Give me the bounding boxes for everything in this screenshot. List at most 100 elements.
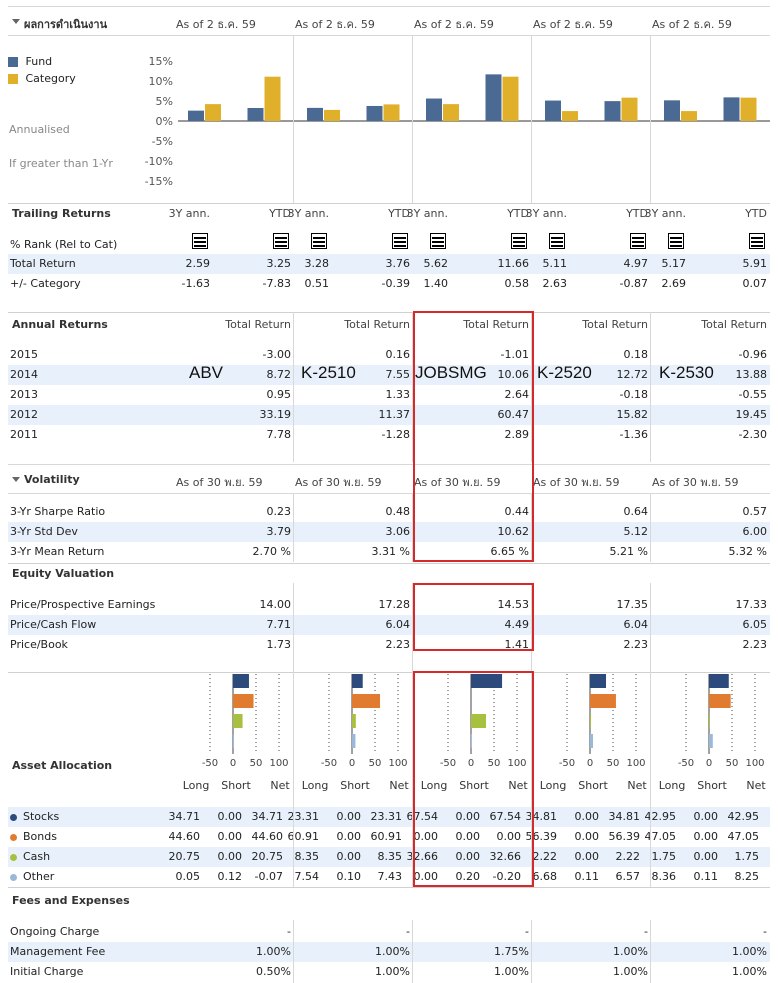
bar-fund[interactable] bbox=[307, 107, 323, 121]
equity-row: Price/Prospective Earnings 14.00 17.28 14.5… bbox=[8, 595, 770, 615]
alloc-col-label: Long bbox=[540, 779, 567, 792]
row-label: Total Return bbox=[10, 257, 76, 270]
alloc-col-label: Net bbox=[389, 779, 409, 792]
value-cell: 60.47 bbox=[497, 408, 530, 421]
value-cell: 60.91 bbox=[287, 830, 320, 843]
rank-row: % Rank (Rel to Cat) bbox=[8, 233, 770, 255]
value-cell: 10.06 bbox=[497, 368, 530, 381]
allocation-bar-other[interactable] bbox=[352, 734, 356, 748]
allocation-bar-cash[interactable] bbox=[352, 714, 356, 728]
value-cell: 0.00 bbox=[693, 810, 719, 823]
legend-label: Category bbox=[25, 72, 76, 85]
alloc-col-label: Long bbox=[421, 779, 448, 792]
year-label: 2012 bbox=[10, 408, 38, 421]
period-header: 3Y ann. bbox=[525, 207, 567, 220]
bar-category[interactable] bbox=[740, 97, 757, 121]
bar-fund[interactable] bbox=[545, 100, 561, 121]
bar-category[interactable] bbox=[383, 104, 400, 121]
value-cell: 0.58 bbox=[504, 277, 530, 290]
bar-category[interactable] bbox=[681, 111, 697, 121]
column-divider bbox=[650, 494, 651, 562]
allocation-row: Stocks 34.71 0.00 34.71 23.31 0.00 23.31 67.54 0… bbox=[8, 807, 770, 827]
bar-fund[interactable] bbox=[188, 110, 204, 121]
collapse-triangle-icon[interactable] bbox=[12, 477, 20, 482]
total-return-header: Total Return bbox=[463, 318, 529, 331]
performance-header[interactable]: ผลการดำเนินงาน As of 2 ธ.ค. 59 As of 2 ธ… bbox=[8, 6, 770, 36]
value-cell: 8.25 bbox=[734, 870, 760, 883]
column-divider bbox=[531, 494, 532, 562]
bar-category[interactable] bbox=[502, 76, 519, 121]
value-cell: - bbox=[287, 925, 291, 938]
bar-category[interactable] bbox=[562, 111, 578, 121]
bar-category[interactable] bbox=[443, 104, 459, 121]
allocation-bar-cash[interactable] bbox=[471, 714, 487, 728]
allocation-bar-stocks[interactable] bbox=[352, 674, 363, 688]
performance-bar-chart: 15% 10% 5% 0% -5% -10% -15% bbox=[145, 55, 770, 188]
allocation-bar-bonds[interactable] bbox=[709, 694, 731, 708]
value-cell: 44.60 bbox=[251, 830, 284, 843]
axis-tick-label: 0 bbox=[230, 758, 236, 769]
allocation-bar-bonds[interactable] bbox=[590, 694, 616, 708]
axis-tick-label: -50 bbox=[559, 758, 575, 769]
column-divider bbox=[293, 920, 294, 983]
fund-name-label: ABV bbox=[189, 363, 224, 382]
value-cell: -1.01 bbox=[500, 348, 529, 361]
value-cell: 5.17 bbox=[661, 257, 687, 270]
period-header: YTD bbox=[388, 207, 410, 220]
year-label: 2014 bbox=[10, 368, 38, 381]
rank-quartile-icon bbox=[630, 233, 646, 249]
allocation-bar-other[interactable] bbox=[590, 734, 594, 748]
column-divider bbox=[412, 920, 413, 983]
value-cell: 2.23 bbox=[385, 638, 411, 651]
allocation-bar-stocks[interactable] bbox=[471, 674, 503, 688]
bar-category[interactable] bbox=[264, 76, 281, 121]
value-cell: 1.75% bbox=[494, 945, 529, 958]
collapse-triangle-icon[interactable] bbox=[12, 19, 20, 24]
fund-name-label: K-2510 bbox=[301, 363, 356, 382]
row-label: 3-Yr Mean Return bbox=[10, 545, 105, 558]
value-cell: 2.69 bbox=[661, 277, 687, 290]
value-cell: 32.66 bbox=[489, 850, 522, 863]
as-of-date: As of 30 พ.ย. 59 bbox=[414, 476, 501, 489]
period-header: YTD bbox=[626, 207, 648, 220]
bar-category[interactable] bbox=[205, 104, 221, 121]
highlight-box bbox=[413, 311, 534, 562]
bar-fund[interactable] bbox=[426, 98, 442, 121]
bar-fund[interactable] bbox=[604, 101, 621, 121]
allocation-bar-cash[interactable] bbox=[709, 714, 710, 728]
value-cell: - bbox=[525, 925, 529, 938]
volatility-header[interactable]: Volatility As of 30 พ.ย. 59 As of 30 พ.ย… bbox=[8, 464, 770, 494]
value-cell: 2.63 bbox=[542, 277, 568, 290]
bar-fund[interactable] bbox=[664, 100, 680, 121]
allocation-bar-bonds[interactable] bbox=[233, 694, 254, 708]
value-cell: 8.35 bbox=[377, 850, 403, 863]
bar-fund[interactable] bbox=[247, 108, 264, 121]
allocation-bar-other[interactable] bbox=[470, 734, 472, 748]
value-cell: 0.00 bbox=[217, 810, 243, 823]
bar-category[interactable] bbox=[324, 109, 340, 121]
allocation-color-dot-icon bbox=[10, 873, 17, 881]
value-cell: 47.05 bbox=[727, 830, 760, 843]
bar-fund[interactable] bbox=[366, 105, 383, 121]
allocation-bar-bonds[interactable] bbox=[352, 694, 381, 708]
value-cell: 5.91 bbox=[742, 257, 768, 270]
allocation-bar-stocks[interactable] bbox=[233, 674, 249, 688]
axis-tick-label: 100 bbox=[388, 758, 407, 769]
bar-category[interactable] bbox=[621, 97, 638, 121]
allocation-bar-other[interactable] bbox=[709, 734, 713, 748]
allocation-bar-cash[interactable] bbox=[233, 714, 243, 728]
allocation-bar-cash[interactable] bbox=[590, 714, 592, 728]
bar-fund[interactable] bbox=[723, 97, 740, 121]
value-cell: 0.00 bbox=[574, 850, 600, 863]
row-label: 3-Yr Sharpe Ratio bbox=[10, 505, 106, 518]
bar-fund[interactable] bbox=[485, 74, 502, 121]
allocation-bar-stocks[interactable] bbox=[709, 674, 729, 688]
value-cell: 11.37 bbox=[378, 408, 411, 421]
value-cell: 3.28 bbox=[304, 257, 330, 270]
allocation-bar-other[interactable] bbox=[232, 734, 234, 748]
allocation-bar-stocks[interactable] bbox=[590, 674, 607, 688]
value-cell: 0.12 bbox=[217, 870, 243, 883]
allocation-label: Other bbox=[23, 870, 55, 883]
asset-allocation-chart: -50 0 50 100 Long Short Net -50 0 50 100 Long Short N… bbox=[183, 674, 766, 792]
value-cell: 0.00 bbox=[693, 830, 719, 843]
